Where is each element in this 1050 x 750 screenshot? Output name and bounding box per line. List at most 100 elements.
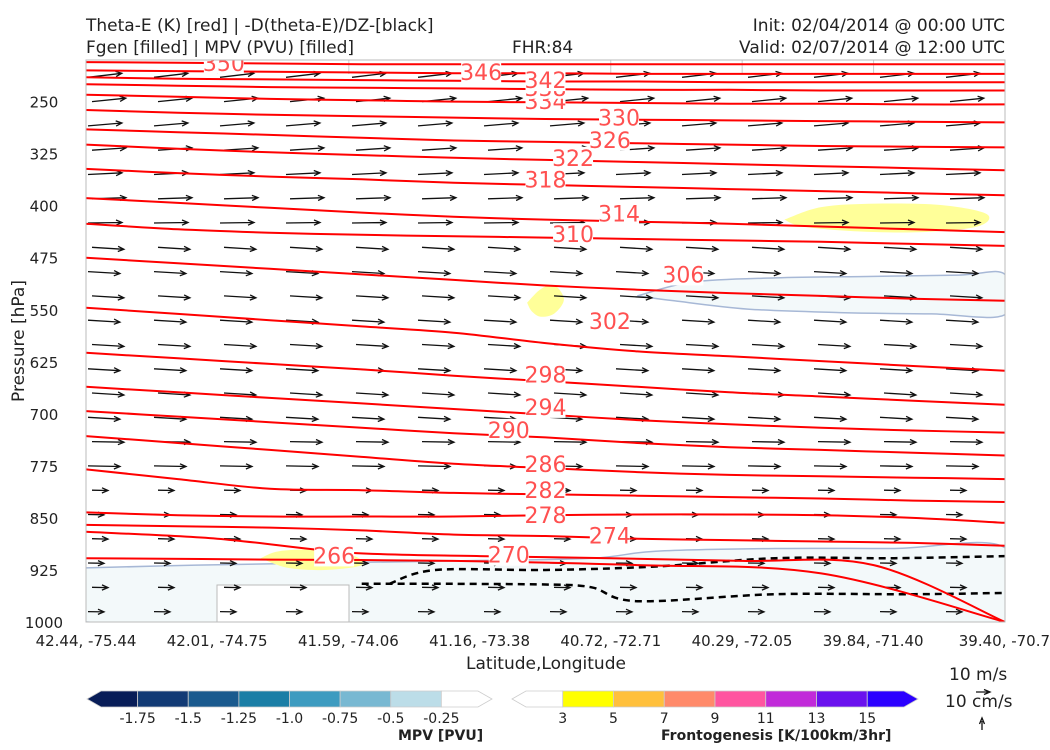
wind-vector <box>615 367 650 374</box>
fgen-colorbar-tick-3: 7 <box>660 711 669 727</box>
wind-vector <box>817 584 836 591</box>
wind-vector <box>223 584 242 591</box>
wind-vector <box>285 367 320 374</box>
wind-vector <box>553 391 588 398</box>
wind-vector <box>421 535 440 543</box>
wind-vector <box>817 391 852 398</box>
wind-vector <box>681 415 716 423</box>
wind-vector <box>747 608 766 616</box>
wind-vector <box>813 415 848 423</box>
wind-vector <box>417 463 452 470</box>
wind-vector <box>879 463 914 470</box>
wind-vector <box>351 560 370 567</box>
x-tick-label-4: 41.16, -73.38 <box>429 632 530 650</box>
x-tick-label-1: 42.44, -75.44 <box>36 632 137 650</box>
wind-vector <box>483 318 518 325</box>
fgen-colorbar-title: Frontogenesis [K/100km/3hr] <box>661 728 892 744</box>
wind-vector <box>355 584 374 591</box>
wind-vector <box>549 608 568 616</box>
wind-vector <box>883 245 918 253</box>
plot-frame <box>85 59 1006 623</box>
wind-vector <box>421 245 456 253</box>
wind-vector <box>553 584 572 591</box>
theta-e-label-bg-310 <box>553 223 594 246</box>
wind-vector <box>219 463 254 470</box>
wind-vector <box>285 219 322 226</box>
wind-vector <box>153 608 172 616</box>
wind-vector <box>91 535 110 543</box>
theta-e-label-330: 330 <box>598 107 640 132</box>
wind-vector <box>949 391 984 398</box>
y-tick-label-1000: 1000 <box>25 614 63 632</box>
theta-e-label-282: 282 <box>525 479 567 504</box>
wind-vector <box>685 391 720 398</box>
mpv-colorbar-tick-2: -1.5 <box>175 711 202 727</box>
wind-vector <box>681 463 716 470</box>
theta-e-label-bg-318 <box>525 168 566 191</box>
mpv-region-1 <box>637 270 1005 319</box>
wind-vector <box>879 219 916 226</box>
fgen-colorbar-segment-7 <box>816 690 868 708</box>
theta-e-label-bg-290 <box>488 418 529 441</box>
wind-vector <box>223 487 242 494</box>
wind-vector <box>351 169 388 177</box>
wind-vector <box>549 270 584 277</box>
wind-vector <box>813 608 832 616</box>
wind-vector <box>949 95 986 103</box>
theta-e-label-bg-270 <box>488 543 529 566</box>
fgen-colorbar-segment-2 <box>562 690 614 708</box>
wind-vector <box>813 270 848 277</box>
wind-vector <box>747 463 782 470</box>
x-tick-label-8: 39.40, -70.7 <box>959 632 1050 650</box>
wind-vector <box>945 270 980 277</box>
wind-vector <box>157 294 192 301</box>
wind-vector <box>817 438 852 446</box>
wind-vector <box>91 95 128 103</box>
wind-vector <box>549 120 586 127</box>
y-tick-label-400: 400 <box>30 198 59 216</box>
wind-vector <box>421 294 456 301</box>
wind-vector <box>289 342 324 350</box>
stability-contours <box>361 554 1005 603</box>
theta-e-label-274: 274 <box>589 524 631 549</box>
wind-vector <box>883 438 918 446</box>
wind-vector <box>421 342 456 350</box>
wind-vector <box>87 367 122 374</box>
fgen-colorbar-segment-5 <box>714 690 767 708</box>
theta-e-line-314 <box>86 197 1005 234</box>
wind-vector <box>549 318 584 325</box>
wind-vector <box>685 487 704 494</box>
fgen-colorbar-tick-1: 3 <box>558 711 567 727</box>
wind-vector <box>487 535 506 543</box>
wind-vector <box>945 415 980 423</box>
wind-vector <box>619 584 638 591</box>
vector-scale-key <box>976 688 992 730</box>
wind-vector <box>747 318 782 325</box>
theta-e-line-326 <box>86 128 1005 149</box>
theta-e-label-342: 342 <box>525 69 567 94</box>
wind-vector <box>355 342 390 350</box>
theta-e-label-bg-330 <box>599 106 640 129</box>
wind-vector <box>883 194 920 202</box>
wind-vector <box>285 415 320 423</box>
wind-vector <box>289 194 326 202</box>
theta-e-label-bg-326 <box>589 128 630 151</box>
wind-vector <box>615 463 650 470</box>
wind-vector <box>87 560 106 567</box>
wind-vector <box>351 120 388 127</box>
wind-vector <box>879 415 914 423</box>
wind-vector <box>619 294 654 301</box>
theta-e-label-bg-302 <box>589 309 630 332</box>
wind-vector <box>813 367 848 374</box>
wind-vector <box>219 560 238 567</box>
y-tick-label-325: 325 <box>30 146 59 164</box>
wind-vector <box>355 438 390 446</box>
wind-vector <box>417 415 452 423</box>
y-tick-label-550: 550 <box>30 302 59 320</box>
mpv-colorbar-tick-5: -0.75 <box>322 711 358 727</box>
wind-vector <box>883 535 902 543</box>
title-line-2: Fgen [filled] | MPV (PVU) [filled] <box>86 38 355 58</box>
wind-vector <box>483 120 520 127</box>
vector-scale-ms: 10 m/s <box>949 665 1008 685</box>
